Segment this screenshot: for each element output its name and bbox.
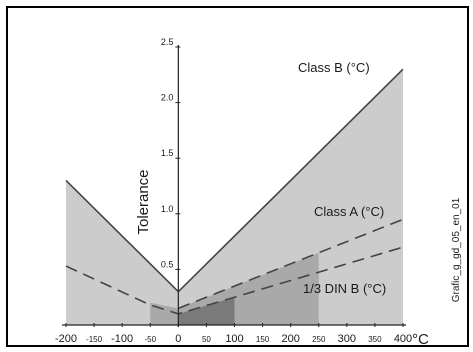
x-tick-label: 150 xyxy=(256,335,270,344)
x-tick-label: 300 xyxy=(338,333,356,345)
din-b-line xyxy=(65,246,404,315)
x-tick-label: -200 xyxy=(55,333,77,345)
din-b-label: 1/3 DIN B (°C) xyxy=(303,281,386,296)
class-a-label: Class A (°C) xyxy=(314,204,384,219)
x-tick-label: 200 xyxy=(281,333,299,345)
x-tick-label: 350 xyxy=(368,335,382,344)
class-a-line xyxy=(178,218,404,310)
x-tick-label: 400 xyxy=(394,333,412,345)
y-tick-label: 2.0 xyxy=(161,93,174,103)
y-tick-label: 1.0 xyxy=(161,204,174,214)
x-tick-label: 100 xyxy=(225,333,243,345)
side-caption: Grafic_g_gd_05_en_01 xyxy=(451,197,462,302)
x-tick-label: 50 xyxy=(202,335,211,344)
tolerance-region-2 xyxy=(150,252,319,325)
x-tick-label: 0 xyxy=(175,333,181,345)
x-tick-label: -50 xyxy=(144,335,156,344)
x-tick-label: 250 xyxy=(312,335,326,344)
tolerance-region-3 xyxy=(178,297,235,325)
y-axis-label: Tolerance xyxy=(135,169,152,234)
x-tick-label: -100 xyxy=(111,333,133,345)
class-b-label: Class B (°C) xyxy=(298,60,370,75)
x-axis-label: °C xyxy=(412,331,429,348)
x-tick-label: -150 xyxy=(86,335,103,344)
y-tick-label: 1.5 xyxy=(161,148,174,158)
y-tick-label: 0.5 xyxy=(161,259,174,269)
y-tick-label: 2.5 xyxy=(161,37,174,47)
